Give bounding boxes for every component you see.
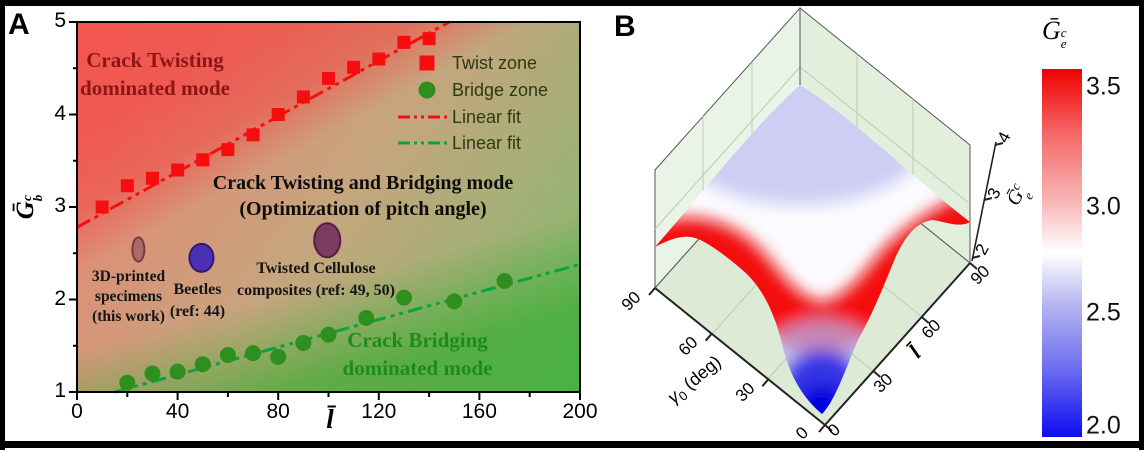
colorbar-tick-3-0: 3.0	[1086, 192, 1121, 221]
panel-b-label: B	[614, 10, 636, 43]
twist-zone-point	[246, 128, 260, 142]
legend-item-linear-fit-red: Linear fit	[452, 107, 522, 127]
frame-right	[1139, 0, 1144, 450]
lbar-tick-30: 30	[870, 370, 897, 397]
frame-bottom	[0, 441, 1144, 448]
twist-zone-point	[372, 52, 386, 66]
bridge-zone-point	[119, 374, 136, 391]
gamma-tick-30: 30	[732, 379, 759, 406]
bridge-zone-point	[295, 334, 312, 351]
x-tick-label: 80	[266, 400, 290, 423]
x-tick-label: 40	[165, 400, 190, 423]
annotation-twisted-cellulose: Twisted Cellulose composites (ref: 49, 5…	[237, 260, 395, 299]
gamma-axis-title: γ0 (deg)	[663, 351, 726, 409]
twist-zone-point	[196, 153, 210, 167]
colorbar-tick-3-5: 3.5	[1086, 72, 1121, 101]
z-tick-4: 4	[994, 129, 1015, 146]
y-tick-label: 2	[54, 286, 66, 310]
panel-a-data-layer	[69, 20, 581, 400]
legend-item-twist-zone: Twist zone	[452, 53, 538, 73]
twist-zone-point	[271, 108, 285, 121]
twist-zone-point	[120, 179, 134, 193]
colorbar-tick-2-5: 2.5	[1086, 298, 1121, 327]
axes-3d	[648, 141, 1004, 433]
twist-zone-point	[347, 60, 361, 74]
x-tick-label: 0	[71, 400, 83, 423]
twist-zone-point	[145, 171, 159, 185]
plot-border	[76, 21, 581, 393]
frame-left	[0, 0, 5, 450]
gamma-tick-90: 90	[618, 288, 645, 315]
bridge-zone-point	[144, 365, 161, 382]
frame-top	[0, 0, 1144, 6]
gamma-tick-0: 0	[792, 423, 812, 443]
z-axis-title: Ḡce	[1000, 180, 1037, 213]
twist-zone-point	[95, 200, 109, 214]
legend-twist-marker	[419, 55, 435, 71]
panel-a-plot	[69, 20, 581, 400]
x-tick-label: 200	[562, 400, 598, 423]
panel-b-plot: 90 60 30 0 0 30 60 90 2 3 4 γ0 (deg) l̄ …	[618, 6, 1037, 443]
legend-bridge-marker	[418, 81, 436, 99]
colorbar-tick-2-0: 2.0	[1086, 411, 1121, 440]
zone-label-crack-bridging: Crack Bridging dominated mode	[342, 328, 493, 380]
material-bubble	[188, 242, 215, 273]
twist-zone-point	[171, 163, 185, 177]
y-tick-label: 4	[54, 101, 66, 125]
bridge-zone-point	[320, 326, 337, 343]
bridge-zone-point	[219, 347, 236, 363]
gamma-tick-60: 60	[675, 333, 702, 360]
lbar-tick-60: 60	[918, 316, 945, 343]
y-tick-label: 1	[54, 379, 66, 402]
twist-zone-point	[296, 90, 310, 104]
twist-zone-point	[422, 32, 436, 46]
bridge-zone-point	[270, 348, 287, 365]
twist-zone-point	[397, 35, 411, 49]
annotation-3d-printed: 3D-printed specimens (this work)	[91, 268, 166, 325]
x-tick-label: 160	[461, 400, 497, 423]
x-axis-title: l̄	[326, 404, 334, 434]
bridge-zone-point	[169, 363, 186, 380]
y-tick-label: 3	[54, 194, 66, 217]
lbar-tick-0: 0	[824, 420, 844, 440]
bridge-zone-point	[194, 356, 211, 373]
legend-item-bridge-zone: Bridge zone	[452, 80, 549, 100]
zone-label-crack-twisting: Crack Twisting dominated mode	[80, 48, 230, 100]
bridge-zone-point	[245, 345, 262, 362]
material-bubble	[313, 222, 342, 259]
y-tick-label: 5	[54, 9, 66, 32]
z-tick-2: 2	[972, 241, 993, 258]
linear-fit-line	[76, 20, 450, 229]
lbar-tick-90: 90	[967, 262, 994, 289]
panel-a-label: A	[8, 8, 30, 41]
bridge-zone-point	[358, 310, 375, 326]
colorbar-gradient	[1042, 69, 1082, 437]
bridge-zone-point	[496, 273, 513, 289]
annotation-beetles: Beetles (ref: 44)	[169, 281, 226, 320]
bridge-zone-point	[395, 289, 412, 306]
twist-zone-point	[221, 143, 235, 157]
bridge-zone-point	[446, 293, 463, 310]
x-tick-label: 120	[361, 400, 397, 423]
legend-item-linear-fit-green: Linear fit	[452, 133, 522, 153]
material-bubble	[131, 236, 146, 263]
zone-label-mixed-mode: Crack Twisting and Bridging mode (Optimi…	[212, 172, 514, 220]
lbar-axis-title: l̄	[904, 339, 928, 363]
twist-zone-point	[322, 71, 335, 85]
